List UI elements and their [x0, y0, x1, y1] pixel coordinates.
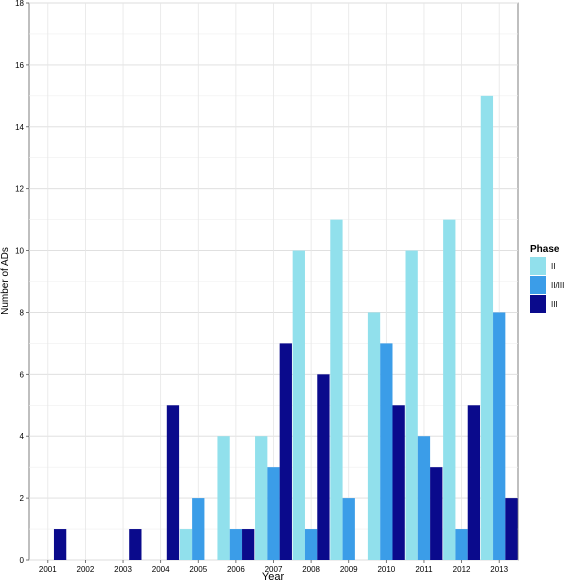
- x-tick-label: 2012: [453, 565, 471, 574]
- y-tick-label: 8: [20, 308, 25, 317]
- x-tick-label: 2007: [265, 565, 283, 574]
- y-axis-title: Number of ADs: [0, 247, 11, 315]
- bar-iii-2004: [166, 405, 180, 560]
- bar-ii-2013: [480, 95, 494, 560]
- legend-key-ii-iii: [530, 276, 546, 294]
- x-tick-label: 2004: [152, 565, 170, 574]
- y-tick-label: 18: [15, 0, 24, 8]
- y-tick-label: 16: [15, 61, 24, 70]
- y-tick-label: 4: [20, 432, 25, 441]
- bar-ii-iii-2008: [304, 529, 318, 560]
- bar-iii-2012: [467, 405, 481, 560]
- x-tick-label: 2002: [77, 565, 95, 574]
- x-tick-label: 2001: [39, 565, 57, 574]
- bar-ii-2010: [367, 312, 381, 560]
- bar-ii-2008: [292, 250, 305, 561]
- bar-iii-2007: [279, 343, 292, 560]
- bar-iii-2011: [430, 467, 443, 560]
- y-tick-label: 2: [20, 494, 25, 503]
- x-tick-label: 2003: [114, 565, 132, 574]
- bar-ii-iii-2007: [267, 467, 280, 560]
- y-tick-label: 10: [15, 247, 24, 256]
- x-tick-label: 2009: [340, 565, 358, 574]
- bar-ii-iii-2010: [380, 343, 393, 560]
- bar-ii-iii-2009: [342, 498, 355, 560]
- bar-iii-2006: [242, 529, 255, 560]
- bar-iii-2001: [53, 529, 67, 560]
- bar-iii-2010: [392, 405, 405, 560]
- bar-ii-iii-2011: [417, 436, 431, 560]
- x-tick-label: 2006: [227, 565, 245, 574]
- bar-iii-2013: [505, 498, 518, 560]
- x-tick-label: 2011: [415, 565, 433, 574]
- y-tick-label: 6: [20, 370, 25, 379]
- x-tick-label: 2005: [189, 565, 207, 574]
- y-tick-label: 14: [15, 123, 24, 132]
- bar-ii-iii-2012: [455, 529, 468, 560]
- legend: Phase II II/III III: [530, 244, 564, 313]
- legend-label: III: [551, 300, 558, 309]
- bar-ii-2007: [255, 436, 268, 560]
- bar-ii-2006: [217, 436, 230, 560]
- bar-ii-2009: [330, 219, 343, 560]
- bar-ii-2005: [179, 529, 193, 560]
- x-tick-label: 2008: [302, 565, 320, 574]
- bar-iii-2008: [317, 374, 330, 560]
- bar-ii-iii-2005: [192, 498, 205, 560]
- legend-key-ii: [530, 257, 546, 275]
- bar-ii-2011: [405, 250, 418, 561]
- x-tick-label: 2013: [490, 565, 508, 574]
- bars: [53, 95, 518, 561]
- legend-title: Phase: [530, 244, 560, 255]
- bar-ii-iii-2006: [229, 529, 243, 560]
- legend-key-iii: [530, 295, 546, 313]
- axes: 0 2 4 6 8 10 12 14 16 18 2001 2002 2003 2004 2005 2006 2…: [15, 0, 509, 574]
- y-tick-label: 12: [15, 185, 24, 194]
- bar-ii-iii-2013: [493, 312, 506, 560]
- bar-iii-2003: [129, 529, 142, 560]
- legend-label: II/III: [551, 281, 564, 290]
- y-tick-label: 0: [20, 556, 25, 565]
- legend-label: II: [551, 262, 555, 271]
- x-tick-label: 2010: [377, 565, 395, 574]
- x-axis-title: Year: [262, 571, 285, 582]
- bar-ii-2012: [443, 219, 456, 560]
